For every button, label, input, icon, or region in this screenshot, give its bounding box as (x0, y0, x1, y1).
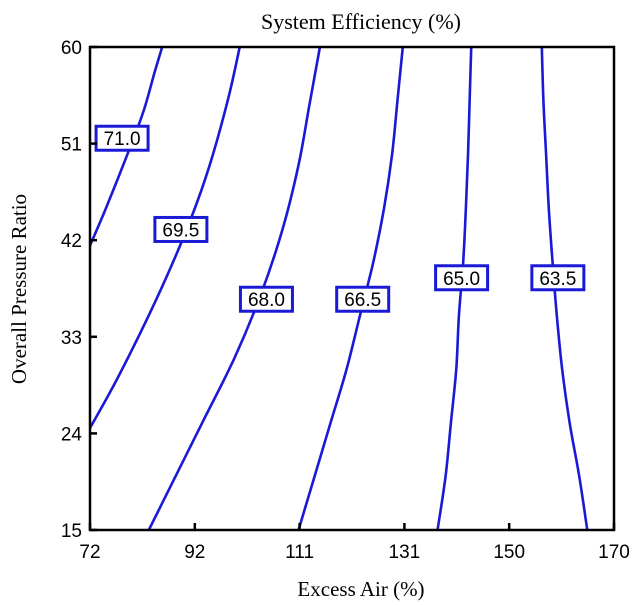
y-axis-ticks: 15 24 33 42 51 60 (61, 38, 97, 542)
contour-line-68.0 (147, 47, 322, 530)
x-tick-label: 150 (493, 542, 525, 563)
contour-label-box-69.5 (153, 215, 209, 243)
chart-title: System Efficiency (%) (261, 9, 461, 34)
contour-label-68.0: 68.0 (248, 290, 285, 311)
contour-label-69.5: 69.5 (162, 220, 199, 241)
x-tick-label: 72 (79, 542, 100, 563)
contour-label-box-66.5 (335, 285, 391, 313)
x-tick-label: 111 (285, 542, 314, 563)
y-tick-label: 33 (61, 328, 82, 349)
y-axis-label: Overall Pressure Ratio (7, 194, 31, 384)
y-tick-label: 15 (61, 521, 82, 542)
plot-area: 71.0 69.5 68.0 66.5 65.0 63.5 72 92 111 131 150 170… (61, 38, 630, 563)
contour-label-box-65.0 (434, 264, 490, 292)
contour-label-box-68.0 (238, 285, 294, 313)
contour-label-66.5: 66.5 (344, 290, 381, 311)
contour-label-box-63.5 (530, 264, 586, 292)
x-tick-label: 131 (389, 542, 421, 563)
contour-labels: 71.0 69.5 68.0 66.5 65.0 63.5 (94, 124, 586, 313)
y-tick-label: 24 (61, 424, 83, 445)
contour-label-71.0: 71.0 (104, 129, 141, 150)
contour-label-63.5: 63.5 (539, 269, 576, 290)
contour-label-box-71.0 (94, 124, 150, 152)
x-axis-ticks: 72 92 111 131 150 170 (79, 523, 630, 563)
y-tick-label: 42 (61, 231, 82, 252)
plot-frame (88, 45, 616, 532)
y-tick-label: 51 (61, 135, 82, 156)
x-tick-label: 170 (598, 542, 630, 563)
x-axis-label: Excess Air (%) (297, 577, 424, 601)
contour-label-65.0: 65.0 (443, 269, 480, 290)
y-tick-label: 60 (61, 38, 82, 59)
x-tick-label: 92 (184, 542, 205, 563)
